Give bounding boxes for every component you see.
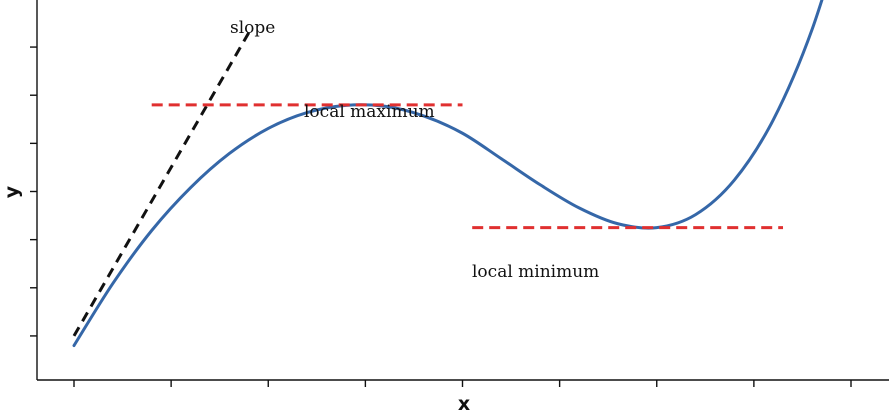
y-axis-label: y bbox=[1, 185, 23, 198]
annotation-line-0 bbox=[72, 31, 251, 337]
local-maximum-label: local maximum bbox=[304, 102, 435, 122]
axes bbox=[36, 0, 889, 381]
annotation-lines bbox=[72, 31, 784, 337]
x-axis-label: x bbox=[458, 393, 470, 414]
series-line-0 bbox=[72, 0, 824, 348]
series-layer bbox=[72, 0, 824, 348]
ticks bbox=[30, 46, 852, 387]
slope-label: slope bbox=[230, 18, 275, 38]
local-minimum-label: local minimum bbox=[472, 262, 599, 282]
